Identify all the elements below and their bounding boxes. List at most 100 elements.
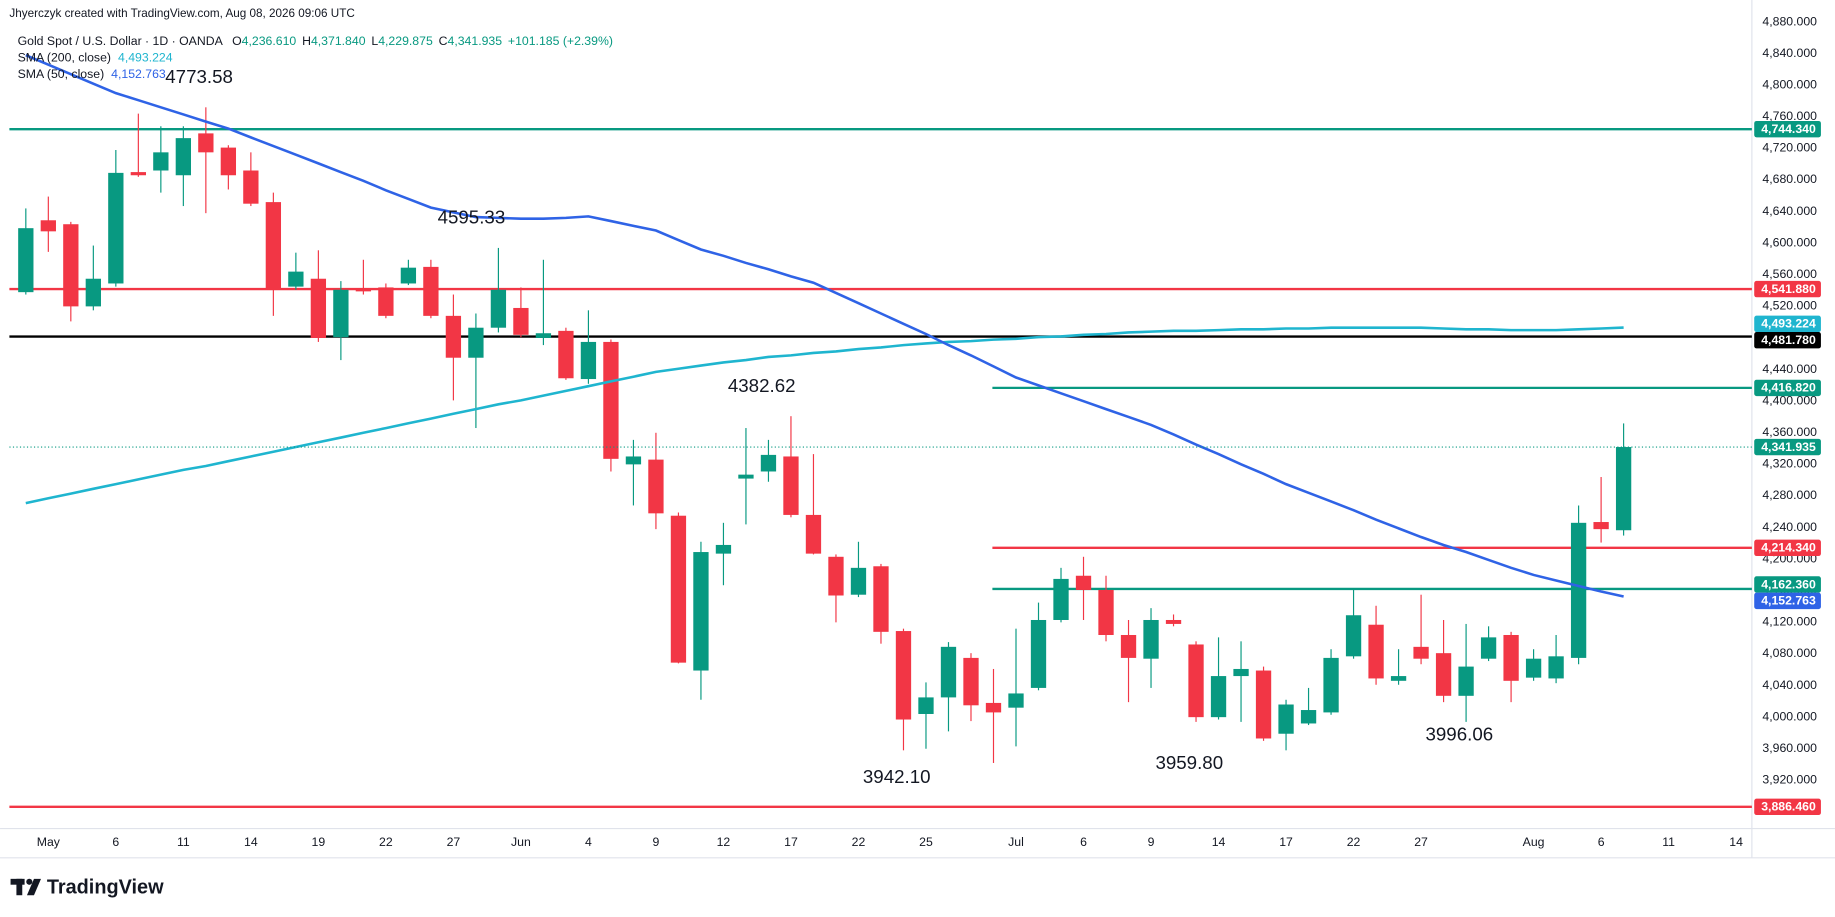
y-tick-label: 4,600.000 xyxy=(1762,235,1817,249)
sma-line xyxy=(25,326,1624,505)
price-box xyxy=(1754,539,1821,557)
candle-body xyxy=(828,556,844,596)
x-tick-label: 14 xyxy=(1729,835,1743,849)
ohlc-key: H xyxy=(302,34,311,48)
annotation: 3942.10 xyxy=(863,766,931,787)
candle-body xyxy=(873,566,889,632)
candle-body xyxy=(648,459,664,514)
candle-body xyxy=(333,289,349,338)
candle-body xyxy=(1323,657,1339,713)
candle-body xyxy=(1458,666,1474,696)
annotation: 4382.62 xyxy=(728,375,796,396)
candle-body xyxy=(1593,522,1609,530)
candle-body xyxy=(1278,704,1294,734)
candle-body xyxy=(1413,646,1429,659)
candle-body xyxy=(783,456,799,515)
price-box xyxy=(1754,576,1821,593)
price-box xyxy=(1754,379,1821,397)
y-tick-label: 4,440.000 xyxy=(1762,362,1817,376)
candle-body xyxy=(310,278,327,338)
candle-body xyxy=(1390,676,1407,681)
candle-body xyxy=(1503,634,1519,681)
ohlc-value: 4,236.610 xyxy=(242,34,297,48)
x-tick-label: 6 xyxy=(1080,835,1087,849)
x-tick-label: Aug xyxy=(1523,835,1545,849)
candle-body xyxy=(1480,637,1497,659)
candle-body xyxy=(1345,615,1362,657)
candle-body xyxy=(153,152,169,171)
legend-entry: SMA (200, close) 4,493.224 xyxy=(18,51,173,65)
price-box-label: 4,541.880 xyxy=(1761,282,1816,296)
candle-body xyxy=(1188,644,1204,718)
candle-body xyxy=(108,172,124,284)
candle-body xyxy=(63,224,79,307)
annotation: 3959.80 xyxy=(1155,752,1223,773)
candle-body xyxy=(918,697,934,714)
x-tick-label: 19 xyxy=(312,835,326,849)
candle-body xyxy=(1075,575,1092,590)
y-tick-label: 4,760.000 xyxy=(1762,109,1817,123)
candle-body xyxy=(1210,676,1227,718)
ohlc-key: L xyxy=(371,34,378,48)
y-tick-label: 4,240.000 xyxy=(1762,520,1817,534)
candle-body xyxy=(1548,656,1564,679)
y-tick-label: 4,680.000 xyxy=(1762,172,1817,186)
legend-value: 4,493.224 xyxy=(118,51,173,65)
x-tick-label: Jun xyxy=(511,835,531,849)
candle-body xyxy=(355,289,372,292)
credit: Jhyerczyk created with TradingView.com, … xyxy=(9,7,354,20)
x-tick-label: 17 xyxy=(1279,835,1293,849)
price-box xyxy=(1754,120,1821,138)
price-box xyxy=(1754,592,1821,610)
ohlc-key: C xyxy=(439,34,448,48)
candle-body xyxy=(1525,658,1542,678)
candle-body xyxy=(378,287,394,316)
price-box-label: 4,152.763 xyxy=(1761,594,1816,608)
legend-value: 4,152.763 xyxy=(111,67,166,81)
legend-entry: SMA (50, close) 4,152.763 xyxy=(18,67,166,81)
candle-body xyxy=(1615,447,1632,531)
x-tick-label: 27 xyxy=(1414,835,1428,849)
candle-body xyxy=(130,172,146,176)
legend-title: Gold Spot / U.S. Dollar · 1D · OANDA xyxy=(18,34,224,48)
logo-part xyxy=(26,878,41,896)
candle-body xyxy=(1120,634,1137,658)
candle-body xyxy=(558,330,574,379)
candle-body xyxy=(288,271,304,287)
x-tick-label: 22 xyxy=(1347,835,1361,849)
candle-body xyxy=(490,289,507,328)
candle-body xyxy=(243,170,259,204)
x-tick-label: 11 xyxy=(1662,835,1675,849)
x-tick-label: 6 xyxy=(1598,835,1605,849)
candle-body xyxy=(18,228,34,293)
candle-body xyxy=(985,702,1002,713)
price-box-label: 4,744.340 xyxy=(1761,122,1816,136)
price-box xyxy=(1754,280,1821,298)
y-tick-label: 4,640.000 xyxy=(1762,204,1817,218)
x-tick-label: 22 xyxy=(379,835,393,849)
ohlc-value: 4,229.875 xyxy=(378,34,433,48)
x-tick-label: 14 xyxy=(244,835,258,849)
candle-body xyxy=(400,267,417,284)
logo-part xyxy=(26,878,33,885)
candle-body xyxy=(220,147,237,176)
y-tick-label: 4,360.000 xyxy=(1762,425,1817,439)
candle-body xyxy=(1008,693,1024,708)
x-tick-label: 25 xyxy=(919,835,933,849)
price-box xyxy=(1754,438,1821,456)
candle-body xyxy=(580,341,597,380)
candle-body xyxy=(940,646,957,698)
y-tick-label: 4,040.000 xyxy=(1762,678,1817,692)
candle-body xyxy=(1030,619,1047,688)
x-tick-label: 17 xyxy=(784,835,798,849)
sma-line xyxy=(25,54,1624,598)
annotation: 3996.06 xyxy=(1425,723,1493,744)
x-tick-label: 9 xyxy=(1148,835,1155,849)
x-tick-label: 12 xyxy=(717,835,731,849)
y-tick-label: 4,560.000 xyxy=(1762,267,1817,281)
price-box xyxy=(1754,798,1821,816)
candle-body xyxy=(265,202,282,290)
candle-body xyxy=(1143,619,1159,659)
